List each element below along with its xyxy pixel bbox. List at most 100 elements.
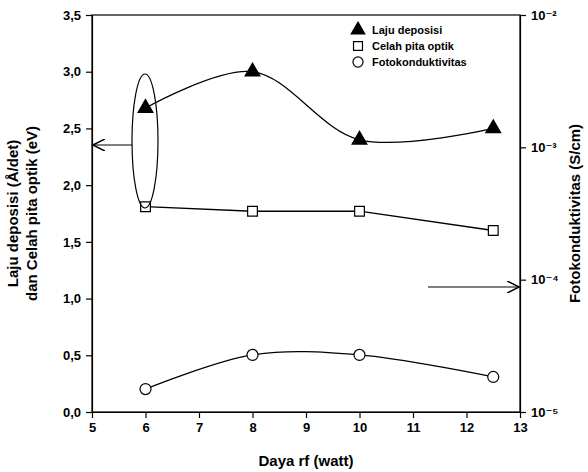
tick-mark bbox=[306, 412, 307, 418]
tick-mark bbox=[520, 280, 526, 281]
marker bbox=[355, 206, 365, 216]
tick-label: 1,5 bbox=[63, 235, 81, 250]
legend-item: Celah pita optik bbox=[354, 40, 455, 52]
tick-label: 1,0 bbox=[63, 291, 81, 306]
series-line bbox=[146, 352, 494, 389]
tick-mark bbox=[92, 412, 93, 418]
tick: 10⁻³ bbox=[520, 140, 557, 155]
tick-label: 3,0 bbox=[63, 64, 81, 79]
tick-label: 10⁻³ bbox=[531, 140, 557, 155]
plot-frame bbox=[92, 15, 520, 412]
tick-label: 12 bbox=[460, 420, 474, 435]
tick: 13 bbox=[513, 412, 527, 435]
tick-mark bbox=[145, 412, 146, 418]
tick-label: 7 bbox=[196, 420, 203, 435]
arrow bbox=[428, 286, 518, 287]
tick-label: 3,5 bbox=[63, 8, 81, 23]
legend-label: Fotokonduktivitas bbox=[372, 56, 467, 68]
y-axis: 0,0 0,5 1,0 1,5 2,0 2,5 3,0 3,5 bbox=[63, 8, 93, 420]
marker bbox=[486, 120, 501, 133]
ellipse bbox=[132, 74, 158, 208]
tick: 10 bbox=[353, 412, 367, 435]
legend: Laju deposisi Celah pita optik Fotokondukt… bbox=[351, 22, 467, 68]
marker bbox=[488, 371, 499, 382]
tick-label: 9 bbox=[303, 420, 310, 435]
marker bbox=[247, 349, 258, 360]
legend-item: Fotokonduktivitas bbox=[353, 56, 467, 68]
tick-mark bbox=[86, 185, 92, 186]
tick-label: 8 bbox=[249, 420, 256, 435]
plot-area: 5 6 7 8 9 10 11 12 13 0,0 0,5 1,0 1,5 2,0 2,5 3,0 3,5 10⁻… bbox=[63, 8, 559, 436]
tick: 9 bbox=[303, 412, 310, 435]
tick-mark bbox=[359, 412, 360, 418]
tick: 10⁻⁵ bbox=[520, 405, 558, 420]
tick-mark bbox=[86, 128, 92, 129]
marks bbox=[138, 63, 501, 394]
x-axis: 5 6 7 8 9 10 11 12 13 bbox=[89, 412, 528, 435]
tick: 5 bbox=[89, 412, 96, 435]
tick-mark bbox=[252, 412, 253, 418]
series-line bbox=[146, 71, 494, 142]
y-axis-title: Laju deposisi (Å/det) bbox=[4, 140, 21, 288]
tick: 1,5 bbox=[63, 235, 92, 250]
arrow bbox=[94, 144, 132, 145]
tick-label: 0,5 bbox=[63, 348, 81, 363]
tick: 2,5 bbox=[63, 121, 92, 136]
tick: 1,0 bbox=[63, 291, 92, 306]
tick-mark bbox=[520, 147, 526, 148]
tick-mark bbox=[86, 298, 92, 299]
tick-label: 2,5 bbox=[63, 121, 81, 136]
tick-label: 6 bbox=[142, 420, 149, 435]
annotations bbox=[94, 74, 518, 287]
series-line bbox=[146, 207, 494, 231]
marker bbox=[354, 349, 365, 360]
tick-mark bbox=[86, 72, 92, 73]
y-axis-title: dan Celah pita optik (eV) bbox=[23, 126, 40, 301]
legend-marker bbox=[353, 57, 363, 67]
legend-marker bbox=[354, 42, 363, 51]
tick-label: 2,0 bbox=[63, 178, 81, 193]
tick-label: 0,0 bbox=[63, 405, 81, 420]
marker bbox=[138, 99, 153, 112]
axis-line bbox=[520, 16, 521, 413]
tick-label: 10 bbox=[353, 420, 367, 435]
axis-line bbox=[92, 16, 93, 413]
marker bbox=[248, 206, 258, 216]
tick-mark bbox=[199, 412, 200, 418]
tick: 7 bbox=[196, 412, 203, 435]
legend-marker bbox=[351, 22, 365, 34]
tick-label: 10⁻⁵ bbox=[531, 405, 558, 420]
tick-label: 10⁻² bbox=[531, 8, 557, 23]
marker bbox=[352, 131, 367, 144]
tick: 6 bbox=[142, 412, 149, 435]
y2-axis-title: Fotokonduktivitas (S/cm) bbox=[566, 124, 583, 303]
marker bbox=[140, 384, 151, 395]
x-axis-title: Daya rf (watt) bbox=[258, 452, 353, 469]
legend-label: Celah pita optik bbox=[372, 40, 455, 52]
tick: 11 bbox=[407, 412, 421, 435]
marker bbox=[245, 63, 260, 76]
tick-mark bbox=[413, 412, 414, 418]
tick-label: 5 bbox=[89, 420, 96, 435]
marker bbox=[488, 226, 498, 236]
tick: 12 bbox=[460, 412, 474, 435]
y2-axis: 10⁻⁵ 10⁻⁴ 10⁻³ 10⁻² bbox=[520, 8, 559, 420]
tick-label: 11 bbox=[407, 420, 421, 435]
tick-mark bbox=[520, 412, 526, 413]
tick-mark bbox=[86, 412, 92, 413]
tick-mark bbox=[520, 15, 526, 16]
tick-mark bbox=[466, 412, 467, 418]
tick: 10⁻⁴ bbox=[520, 272, 559, 287]
tick: 10⁻² bbox=[520, 8, 557, 23]
tick: 0,5 bbox=[63, 348, 92, 363]
tick: 3,0 bbox=[63, 64, 92, 79]
tick: 2,0 bbox=[63, 178, 92, 193]
tick-mark bbox=[86, 15, 92, 16]
legend-label: Laju deposisi bbox=[372, 24, 442, 36]
chart: 5 6 7 8 9 10 11 12 13 0,0 0,5 1,0 1,5 2,0 2,5 3,0 3,5 10⁻… bbox=[0, 0, 588, 472]
legend-item: Laju deposisi bbox=[351, 22, 442, 36]
tick-label: 10⁻⁴ bbox=[531, 272, 559, 287]
tick: 8 bbox=[249, 412, 256, 435]
tick-mark bbox=[86, 242, 92, 243]
tick-mark bbox=[86, 355, 92, 356]
